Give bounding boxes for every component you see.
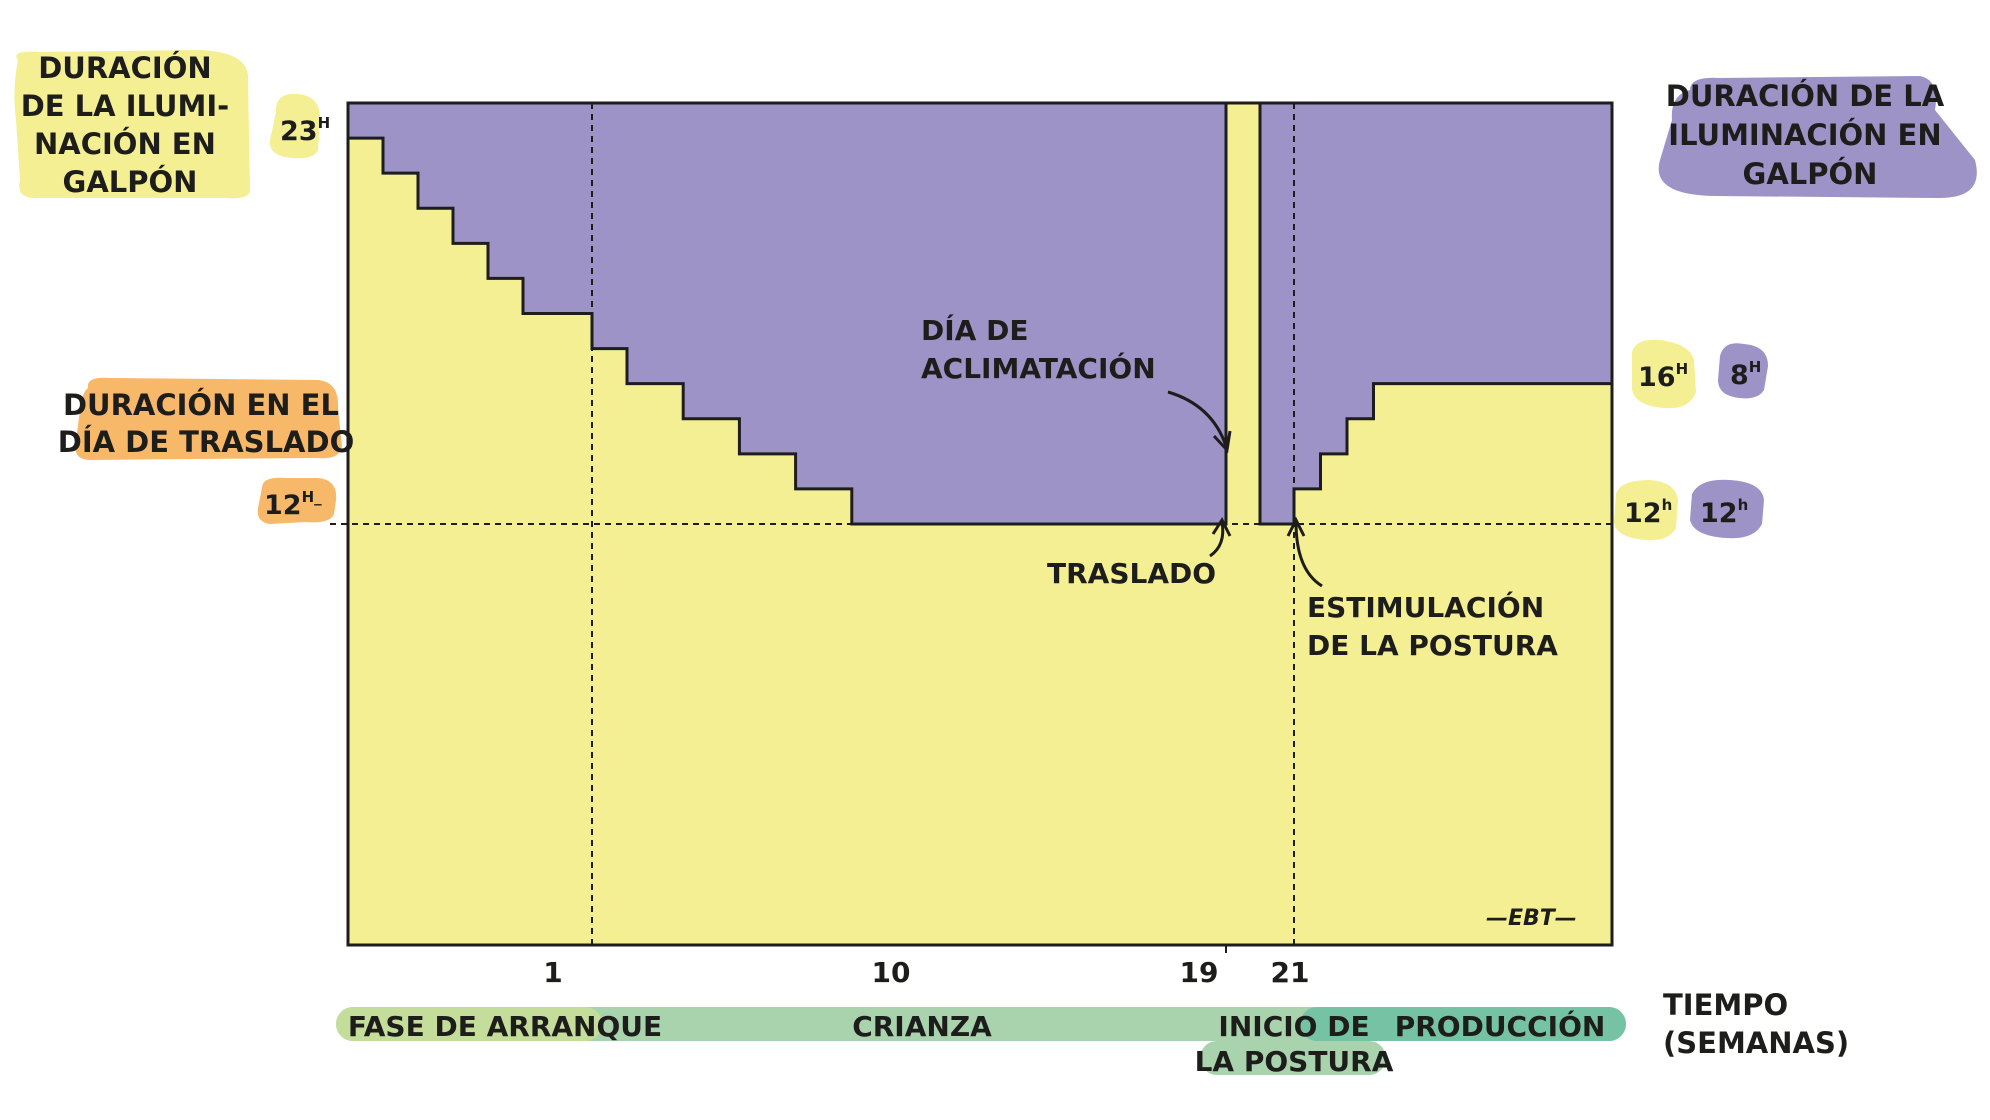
- acclimation-label: DÍA DE ACLIMATACIÓN: [921, 313, 1156, 385]
- x-tick-label: 1: [543, 956, 562, 989]
- acclimation-arrow: [1167, 390, 1228, 447]
- svg-text:12h: 12h: [1624, 496, 1672, 529]
- svg-text:12H_: 12H_: [264, 488, 322, 521]
- phase-label: CRIANZA: [852, 1010, 992, 1043]
- badge-12h-right-dark-blob: [1690, 479, 1764, 539]
- badge-8h-blob: [1718, 343, 1768, 399]
- badge-16h: 16H: [1632, 339, 1696, 409]
- left-title: DURACIÓN DE LA ILUMI- NACIÓN EN GALPÓN: [21, 51, 240, 199]
- svg-text:16H: 16H: [1638, 360, 1688, 393]
- phase-inicio-band: [1200, 1041, 1386, 1075]
- plot-area: [330, 101, 1614, 947]
- left-title-blob: [14, 50, 251, 199]
- phase-label: FASE DE ARRANQUE: [348, 1010, 662, 1043]
- x-tick-label: 10: [872, 956, 911, 989]
- stimulation-arrow: [1294, 521, 1323, 588]
- acclimation-arrowhead: [1212, 430, 1232, 454]
- badge-23h: 23H: [269, 93, 330, 159]
- svg-text:8H: 8H: [1730, 358, 1761, 391]
- phase-produccion-band: [1300, 1007, 1626, 1041]
- transfer-label: TRASLADO: [1047, 557, 1216, 590]
- right-title: DURACIÓN DE LA ILUMINACIÓN EN GALPÓN: [1666, 79, 1955, 191]
- transfer-day-blob: [75, 377, 342, 460]
- badge-12h-right-light-blob: [1614, 480, 1678, 541]
- stimulation-arrowhead: [1286, 516, 1306, 537]
- signature: —EBT—: [1486, 906, 1577, 931]
- badge-16h-blob: [1632, 339, 1696, 409]
- phase-arranque-band: [336, 1007, 602, 1041]
- svg-text:23H: 23H: [280, 114, 330, 147]
- x-axis-ticks: 1 10 19 21: [543, 945, 1309, 989]
- badge-12h-left: 12H_: [257, 477, 337, 524]
- transfer-day-title: DURACIÓN EN EL DÍA DE TRASLADO: [58, 388, 354, 459]
- phase-label: PRODUCCIÓN: [1395, 1009, 1606, 1043]
- transfer-arrowhead: [1211, 516, 1232, 537]
- right-title-blob: [1658, 76, 1977, 198]
- time-axis-label: TIEMPO (SEMANAS): [1663, 988, 1849, 1060]
- badge-12h-right-light: 12h: [1614, 480, 1678, 541]
- stimulation-label: ESTIMULACIÓN DE LA POSTURA: [1307, 590, 1558, 662]
- badge-12h-left-blob: [257, 477, 337, 524]
- badge-23h-blob: [269, 93, 320, 159]
- badge-12h-right-dark: 12h: [1690, 479, 1764, 539]
- svg-text:12h: 12h: [1700, 496, 1748, 529]
- transfer-arrow: [1209, 521, 1225, 558]
- x-tick-label: 21: [1271, 956, 1310, 989]
- badge-8h: 8H: [1718, 343, 1768, 399]
- phase-label-line2: LA POSTURA: [1195, 1045, 1394, 1078]
- x-tick-label: 19: [1180, 956, 1219, 989]
- phase-label: INICIO DE: [1218, 1010, 1369, 1043]
